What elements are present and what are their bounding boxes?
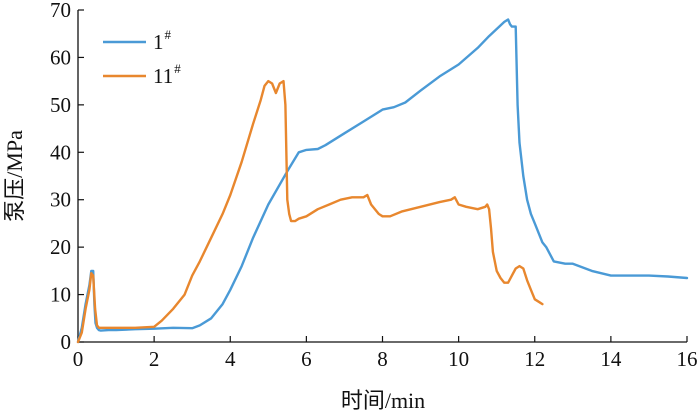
y-axis-title: 泵压/MPa bbox=[2, 130, 27, 222]
x-tick-label: 12 bbox=[524, 347, 545, 371]
legend-label: 11# bbox=[153, 61, 181, 88]
axes bbox=[77, 9, 688, 343]
x-tick-label: 8 bbox=[377, 347, 388, 371]
legend-label: 1# bbox=[153, 27, 172, 54]
y-tick-label: 60 bbox=[50, 45, 71, 69]
x-tick-label: 14 bbox=[600, 347, 622, 371]
y-tick-label: 20 bbox=[50, 235, 71, 259]
x-tick-label: 2 bbox=[149, 347, 160, 371]
y-tick-label: 30 bbox=[50, 188, 71, 212]
x-tick-label: 10 bbox=[448, 347, 469, 371]
series-line-1 bbox=[76, 18, 689, 344]
series-lines bbox=[76, 18, 689, 344]
legend: 1# 11# bbox=[103, 27, 181, 88]
x-tick-label: 6 bbox=[301, 347, 312, 371]
legend-label-superscript: # bbox=[174, 61, 181, 76]
x-tick-label: 16 bbox=[677, 347, 698, 371]
tick-labels: 0 2 4 6 8 10 12 14 16 0 10 20 30 40 50 60 70 bbox=[50, 0, 698, 371]
series-line-2 bbox=[76, 79, 544, 344]
y-tick-label: 50 bbox=[50, 93, 71, 117]
y-tick-label: 40 bbox=[50, 140, 71, 164]
y-tick-label: 0 bbox=[61, 330, 72, 354]
x-tick-label: 4 bbox=[225, 347, 236, 371]
x-axis-title: 时间/min bbox=[341, 388, 425, 413]
y-tick-label: 70 bbox=[50, 0, 71, 22]
x-tick-label: 0 bbox=[73, 347, 84, 371]
y-tick-label: 10 bbox=[50, 283, 71, 307]
legend-label-superscript: # bbox=[165, 27, 172, 42]
